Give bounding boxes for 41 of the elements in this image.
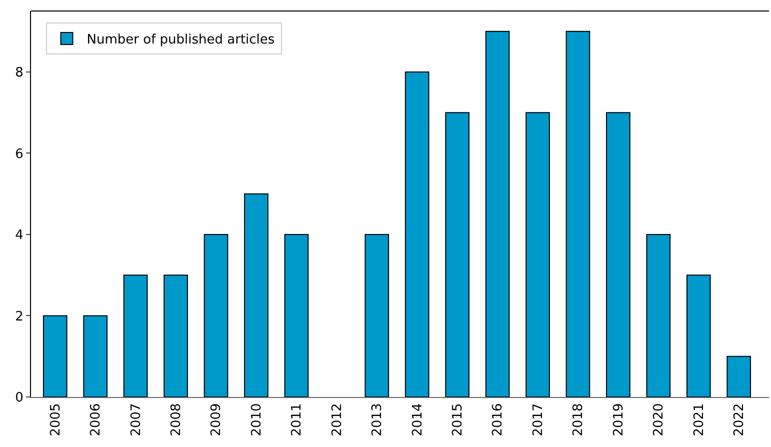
x-tick-label: 2008 [169,403,184,436]
bar [526,112,550,397]
x-tick-label: 2007 [128,403,144,436]
x-tick-label: 2022 [732,403,748,436]
x-tick-label: 2015 [450,403,466,436]
bar [364,234,390,397]
bar [566,30,590,397]
bar [42,315,68,397]
y-tick-label: 0 [15,390,24,406]
x-tick-label: 2013 [370,403,386,436]
bar [445,112,470,397]
bar [485,30,510,397]
bar [646,234,671,397]
bar [204,234,228,397]
y-tick-label: 8 [15,66,24,80]
x-tick-label: 2006 [88,403,104,436]
y-tick-label: 2 [15,309,24,324]
x-tick-label: 2016 [490,403,506,436]
bar [244,193,268,397]
bar [164,274,188,397]
x-tick-label: 2017 [530,403,546,436]
x-tick-label: 2018 [571,403,586,436]
x-tick-label: 2005 [48,403,64,436]
y-tick-label: 6 [15,146,24,162]
x-tick-label: 2010 [249,403,264,436]
x-tick-label: 2012 [330,403,345,436]
bar [404,71,430,397]
x-tick-label: 2014 [410,403,426,436]
x-tick-label: 2019 [611,403,626,436]
bar [123,274,148,397]
x-tick-label: 2021 [692,403,707,436]
y-tick-label: 4 [15,228,24,244]
bar [284,234,309,397]
bar [686,274,711,397]
x-tick-label: 2011 [290,403,305,436]
bar [83,315,108,397]
legend-label: Number of published articles [86,32,275,48]
x-tick-label: 2009 [209,403,224,436]
bar [606,112,630,397]
bar [726,356,751,397]
x-tick-label: 2020 [652,403,667,436]
